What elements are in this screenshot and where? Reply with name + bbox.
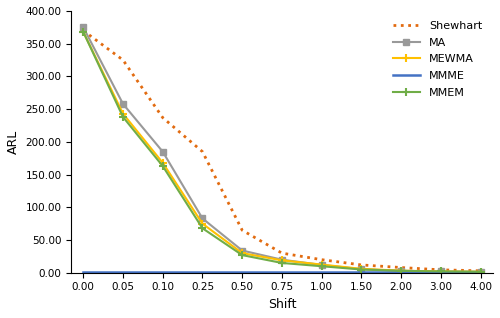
MEWMA <box>478 270 484 274</box>
MEWMA <box>200 222 205 225</box>
MMEM <box>398 269 404 273</box>
Shewhart <box>80 29 86 32</box>
MMEM <box>478 270 484 274</box>
Line: MA: MA <box>80 24 483 274</box>
MEWMA <box>239 251 245 255</box>
MMEM <box>358 267 364 271</box>
MMME <box>200 270 205 274</box>
MMME <box>478 270 484 274</box>
MMEM <box>80 30 86 34</box>
MEWMA <box>80 30 86 34</box>
MMME <box>358 270 364 274</box>
Shewhart <box>239 228 245 232</box>
MMEM <box>200 226 205 230</box>
Line: MMEM: MMEM <box>79 28 485 276</box>
MMME <box>318 270 324 274</box>
MMME <box>398 270 404 274</box>
MA <box>160 150 166 154</box>
MEWMA <box>358 267 364 271</box>
MMEM <box>239 253 245 257</box>
Line: MEWMA: MEWMA <box>79 28 485 276</box>
MEWMA <box>318 263 324 266</box>
Shewhart <box>279 251 285 255</box>
MA <box>438 270 444 273</box>
Legend: Shewhart, MA, MEWMA, MMME, MMEM: Shewhart, MA, MEWMA, MMME, MMEM <box>388 17 487 102</box>
MEWMA <box>279 259 285 262</box>
Shewhart <box>358 263 364 267</box>
Shewhart <box>120 58 126 62</box>
Y-axis label: ARL: ARL <box>7 130 20 154</box>
MA <box>478 270 484 274</box>
Shewhart <box>318 258 324 262</box>
MMME <box>160 270 166 274</box>
MMEM <box>120 115 126 119</box>
MMEM <box>279 261 285 265</box>
MA <box>398 269 404 273</box>
MMME <box>239 270 245 274</box>
MEWMA <box>160 161 166 165</box>
Shewhart <box>438 268 444 272</box>
Shewhart <box>398 266 404 269</box>
MEWMA <box>120 112 126 116</box>
MA <box>318 263 324 267</box>
MEWMA <box>438 270 444 273</box>
MMME <box>80 270 86 274</box>
MA <box>200 217 205 220</box>
X-axis label: Shift: Shift <box>268 298 296 311</box>
Shewhart <box>160 116 166 120</box>
MA <box>120 102 126 106</box>
Shewhart <box>200 150 205 154</box>
MA <box>239 249 245 252</box>
MA <box>80 25 86 29</box>
MA <box>358 267 364 271</box>
MMME <box>279 270 285 274</box>
MMEM <box>160 164 166 168</box>
MEWMA <box>398 269 404 273</box>
Shewhart <box>478 269 484 273</box>
Line: Shewhart: Shewhart <box>84 31 480 271</box>
MMEM <box>318 264 324 268</box>
MMME <box>438 270 444 274</box>
MA <box>279 258 285 262</box>
MMME <box>120 270 126 274</box>
MMEM <box>438 270 444 273</box>
